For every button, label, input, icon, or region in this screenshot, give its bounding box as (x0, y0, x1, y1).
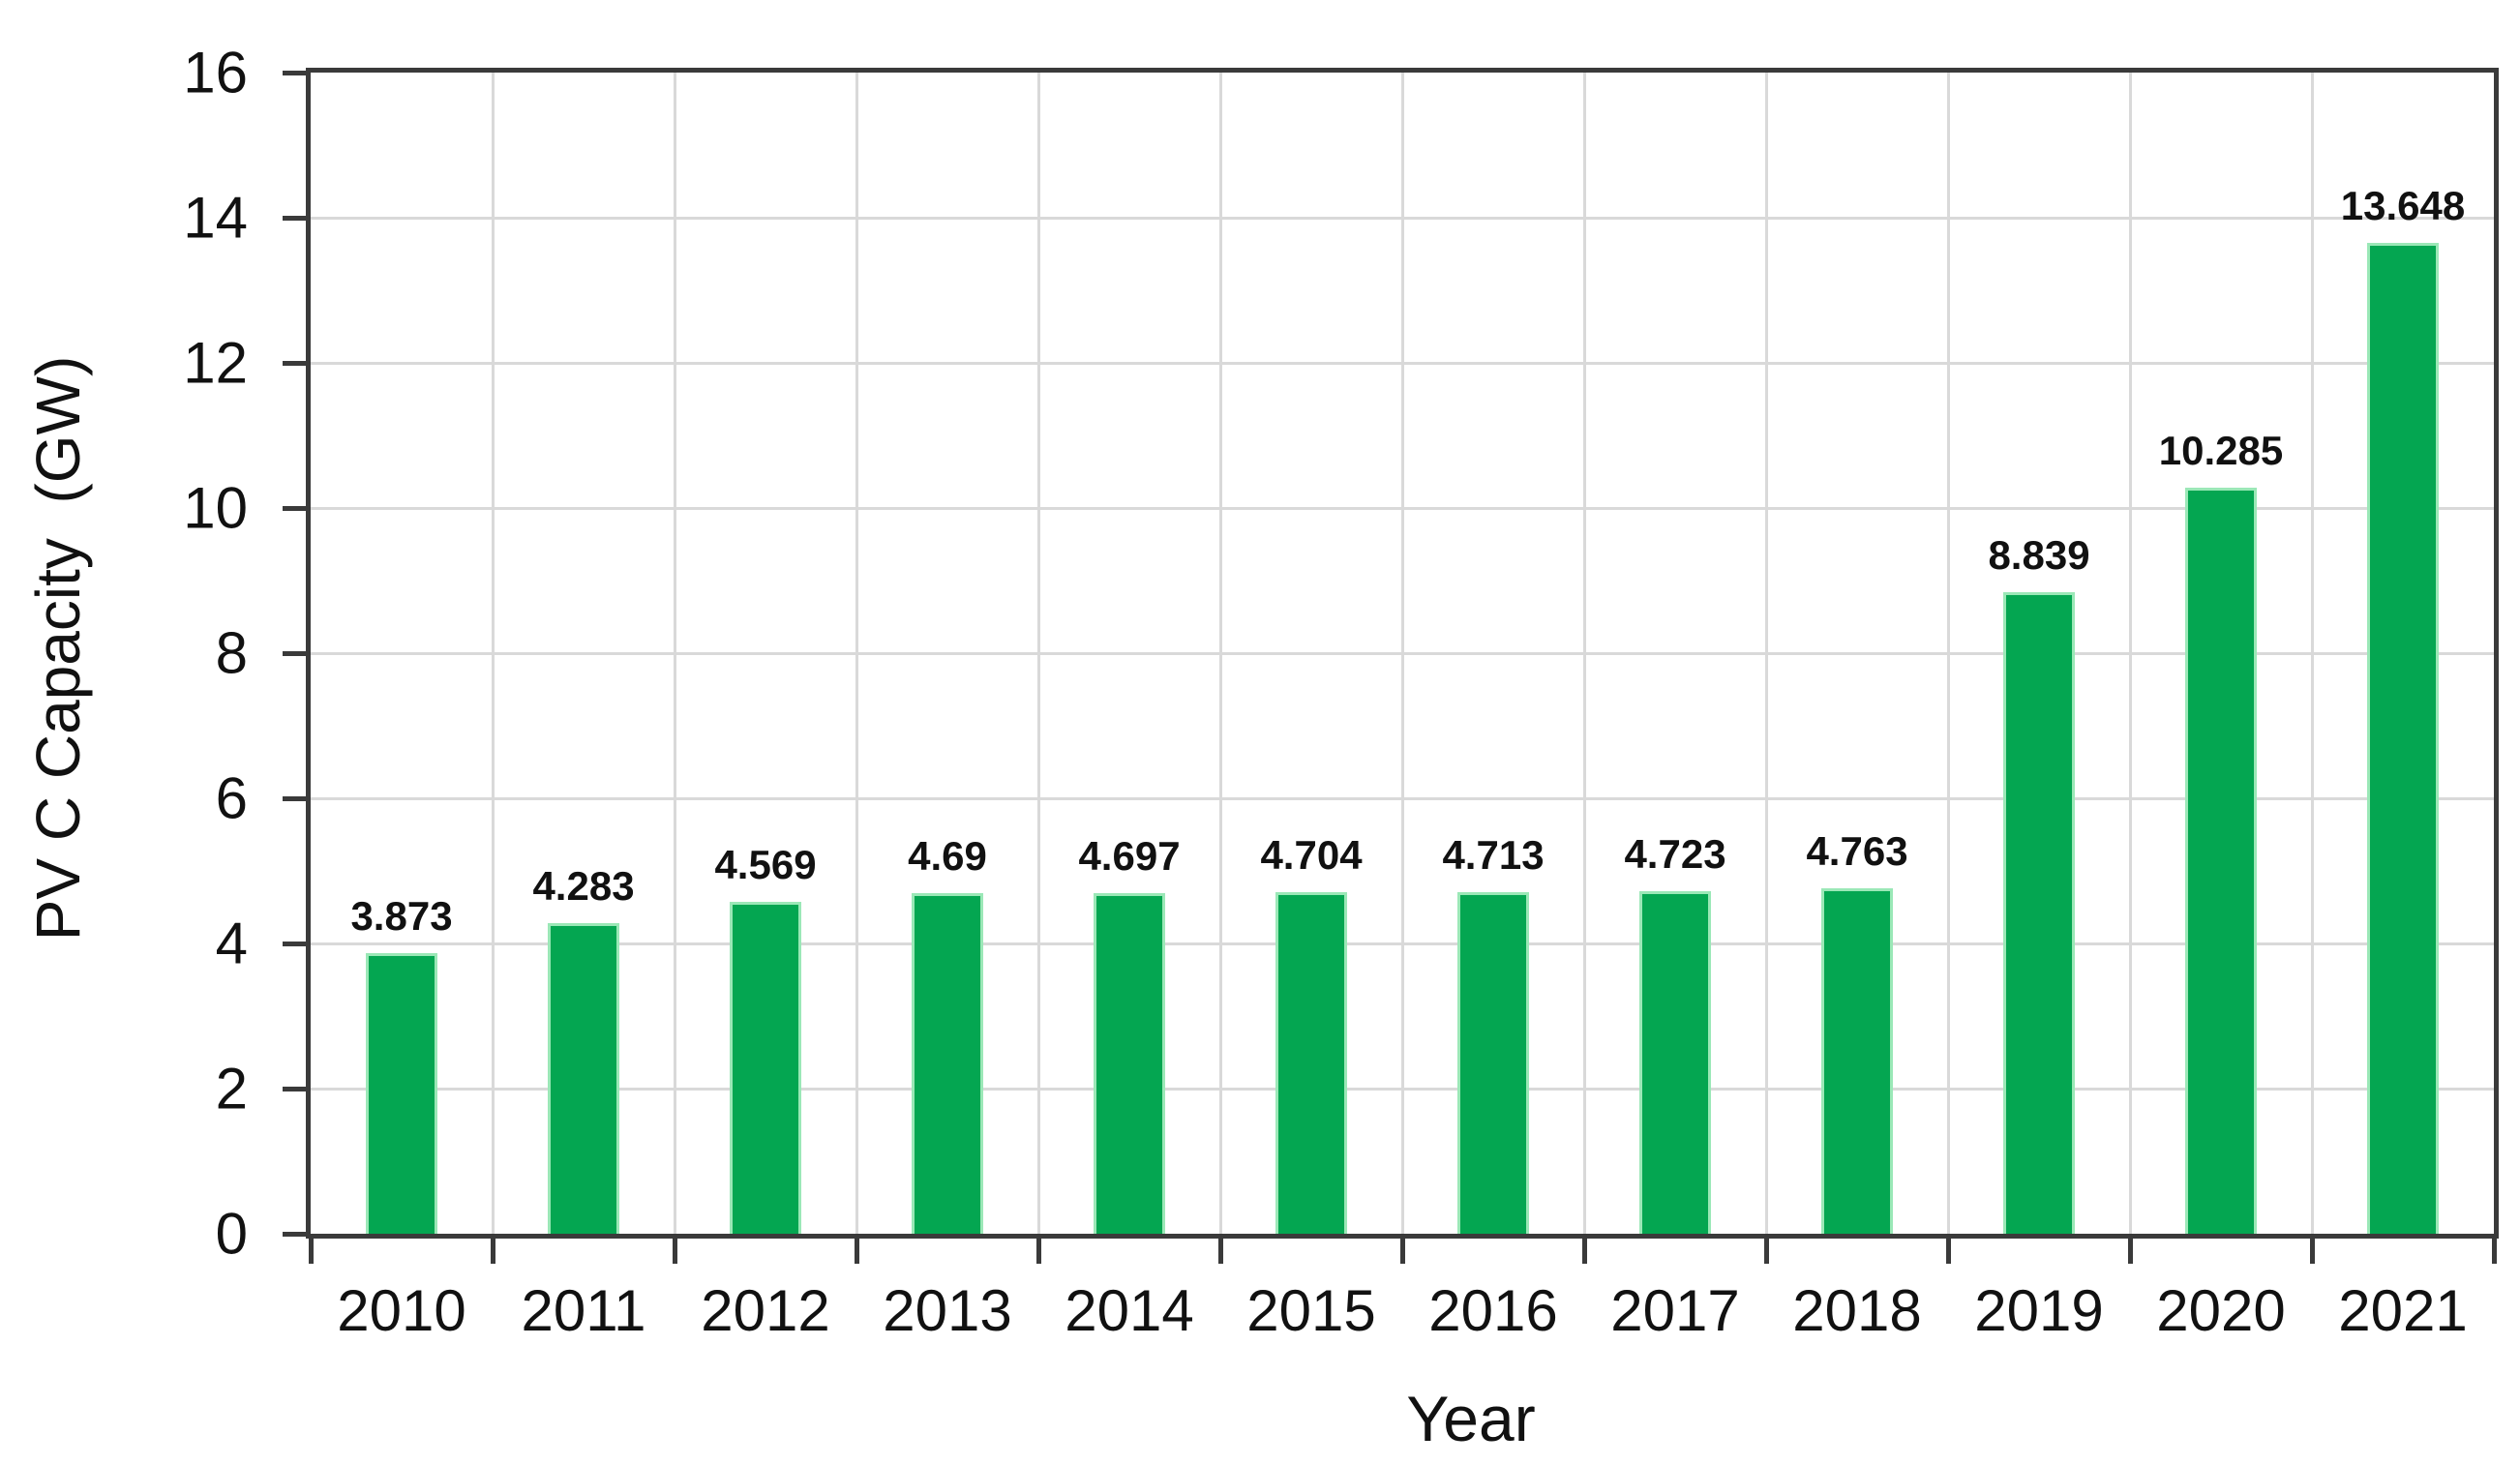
bar-value-label: 4.723 (1624, 830, 1726, 877)
x-tick-label-2015: 2015 (1246, 1278, 1376, 1343)
bar-value-label: 4.69 (908, 833, 987, 880)
x-axis-tick (1945, 1239, 1951, 1264)
bar-2021 (2367, 243, 2439, 1234)
bar-value-label: 13.648 (2340, 183, 2466, 229)
vertical-gridline (491, 73, 495, 1234)
bar-2017 (1639, 890, 1711, 1234)
x-axis-tick (854, 1239, 859, 1264)
x-axis-title: Year (1406, 1383, 1536, 1454)
y-axis-tick (283, 941, 308, 946)
y-axis-tick (283, 1231, 308, 1237)
x-tick-label-2010: 2010 (337, 1278, 466, 1343)
vertical-gridline (1218, 73, 1222, 1234)
y-axis-tick (283, 505, 308, 511)
bar-2012 (730, 902, 801, 1234)
bar-2015 (1275, 892, 1347, 1234)
y-tick-label: 8 (215, 620, 248, 686)
vertical-gridline (1946, 73, 1950, 1234)
vertical-gridline (1764, 73, 1768, 1234)
y-tick-label: 12 (183, 330, 248, 396)
vertical-gridline (673, 73, 676, 1234)
y-tick-label: 2 (215, 1056, 248, 1121)
vertical-gridline (1582, 73, 1586, 1234)
plot-area: 3.873 4.283 4.569 4.69 4.697 4.704 4.713 4.723 4… (306, 68, 2499, 1239)
y-axis-tick (283, 70, 308, 75)
y-tick-label: 14 (183, 185, 248, 251)
y-tick-label: 6 (215, 765, 248, 831)
y-axis-tick (283, 360, 308, 366)
bar-value-label: 4.697 (1078, 832, 1181, 879)
bar-value-label: 8.839 (1988, 532, 2090, 579)
bar-2016 (1457, 891, 1529, 1234)
y-tick-label: 10 (183, 475, 248, 541)
x-tick-label-2014: 2014 (1065, 1278, 1194, 1343)
y-tick-label: 4 (215, 911, 248, 976)
x-tick-label-2020: 2020 (2156, 1278, 2286, 1343)
x-axis-tick (672, 1239, 677, 1264)
x-axis-tick (2309, 1239, 2315, 1264)
y-axis-tick (283, 215, 308, 221)
bar-2020 (2185, 487, 2257, 1234)
bar-value-label: 4.713 (1442, 831, 1545, 878)
x-tick-label-2013: 2013 (883, 1278, 1012, 1343)
y-tick-label: 0 (215, 1201, 248, 1267)
y-axis-tick (283, 650, 308, 656)
x-tick-label-2016: 2016 (1428, 1278, 1558, 1343)
x-tick-label-2018: 2018 (1792, 1278, 1922, 1343)
y-tick-label: 16 (183, 40, 248, 105)
y-axis-tick (283, 795, 308, 801)
x-tick-label-2021: 2021 (2338, 1278, 2468, 1343)
bar-2011 (548, 922, 619, 1234)
bar-value-label: 4.283 (532, 862, 635, 909)
bar-2019 (2003, 592, 2075, 1234)
vertical-gridline (1036, 73, 1040, 1234)
bar-2010 (366, 952, 437, 1234)
x-axis-tick (2491, 1239, 2497, 1264)
vertical-gridline (2128, 73, 2132, 1234)
x-axis-tick (2127, 1239, 2133, 1264)
x-axis-tick (1763, 1239, 1769, 1264)
bar-2013 (912, 893, 983, 1234)
bar-value-label: 4.569 (714, 842, 817, 888)
bar-value-label: 3.873 (350, 892, 453, 939)
bar-value-label: 4.763 (1806, 827, 1908, 874)
bar-2018 (1821, 887, 1893, 1234)
bar-value-label: 4.704 (1260, 832, 1363, 879)
bar-value-label: 10.285 (2158, 427, 2284, 473)
x-tick-label-2012: 2012 (701, 1278, 830, 1343)
vertical-gridline (855, 73, 858, 1234)
bar-2014 (1094, 892, 1165, 1234)
vertical-gridline (1400, 73, 1404, 1234)
x-axis-tick (308, 1239, 314, 1264)
x-axis-tick (1217, 1239, 1223, 1264)
vertical-gridline (2310, 73, 2314, 1234)
x-tick-label-2019: 2019 (1974, 1278, 2104, 1343)
x-axis-tick (1581, 1239, 1587, 1264)
x-tick-label-2011: 2011 (521, 1278, 646, 1343)
x-axis-tick (490, 1239, 495, 1264)
x-tick-label-2017: 2017 (1610, 1278, 1740, 1343)
x-axis-tick (1399, 1239, 1405, 1264)
y-axis-tick (283, 1086, 308, 1091)
x-axis-tick (1035, 1239, 1041, 1264)
